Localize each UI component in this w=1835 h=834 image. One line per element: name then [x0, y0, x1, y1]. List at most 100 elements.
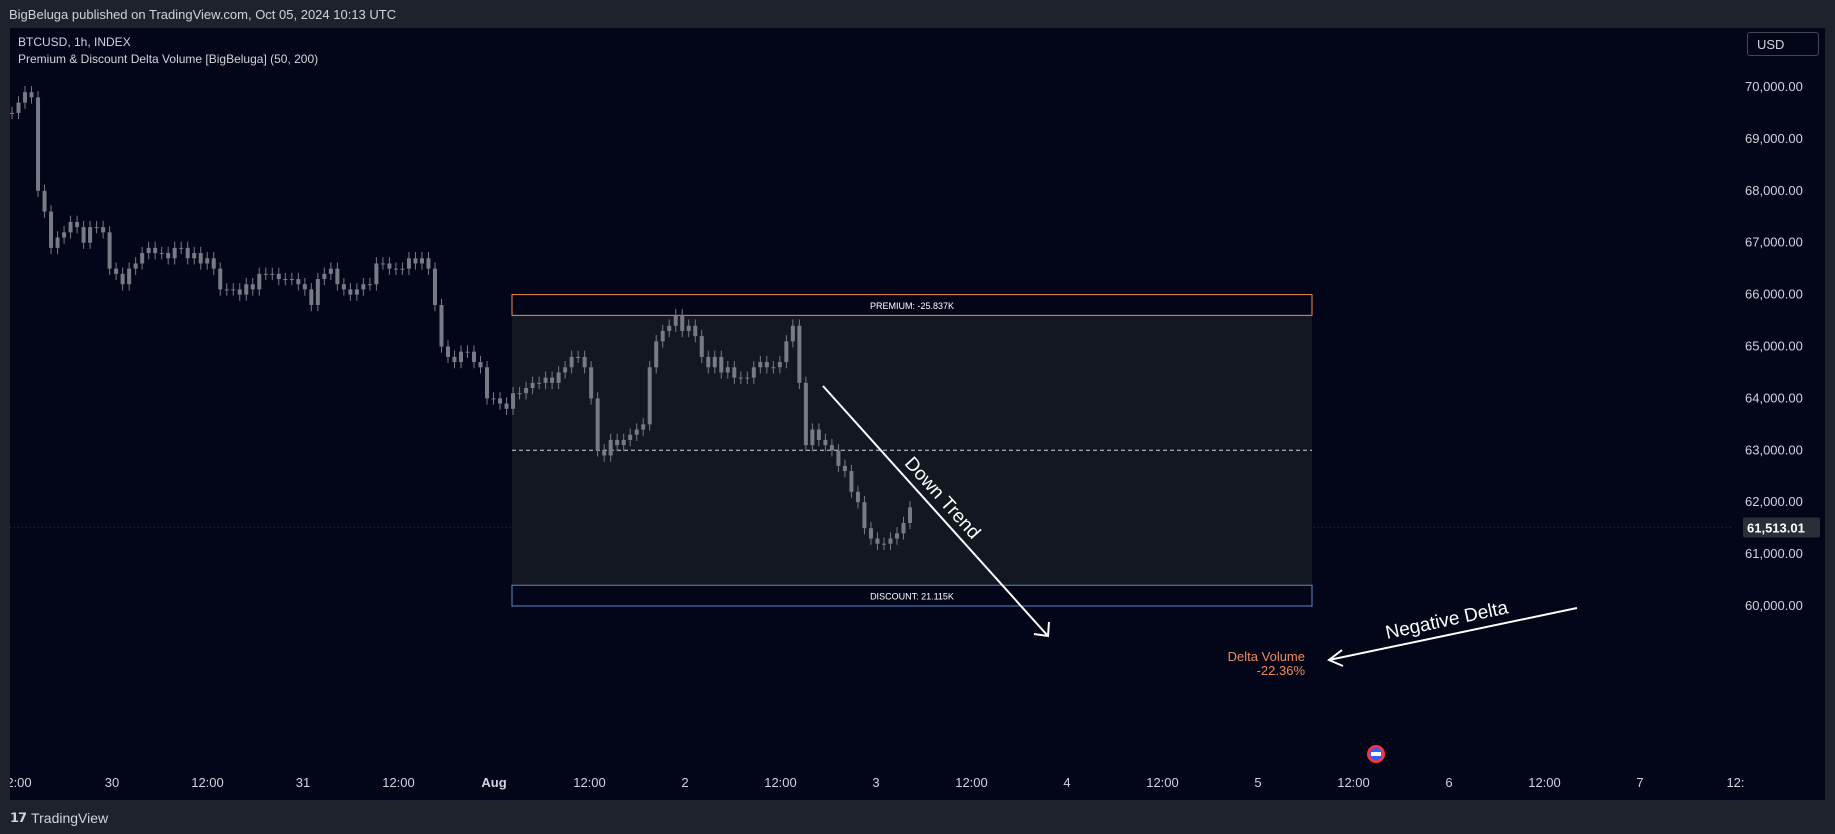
premium-label: PREMIUM: -25.837K: [870, 301, 954, 311]
tradingview-logo[interactable]: 𝟭𝟳 TradingView: [10, 810, 108, 826]
publish-header: BigBeluga published on TradingView.com, …: [0, 0, 1835, 28]
candle-body: [829, 445, 834, 451]
candle-body: [894, 533, 899, 539]
candle-body: [660, 330, 665, 342]
x-tick-label: 12:00: [955, 775, 988, 790]
y-tick-label: 62,000.00: [1745, 494, 1803, 509]
x-tick-label: Aug: [481, 775, 506, 790]
candle-body: [608, 439, 613, 456]
candle-body: [589, 367, 594, 399]
candle-body: [257, 273, 262, 290]
candle-body: [719, 356, 724, 373]
candle-body: [367, 284, 372, 286]
candle-body: [244, 284, 249, 295]
candle-body: [341, 284, 346, 290]
candle-body: [452, 356, 457, 363]
x-tick-label: 12:: [1726, 775, 1744, 790]
candle-body: [816, 429, 821, 440]
y-tick-label: 66,000.00: [1745, 287, 1803, 302]
candle-body: [686, 325, 691, 331]
candle-body: [849, 471, 854, 492]
candle-body: [615, 439, 620, 446]
indicator-label[interactable]: Premium & Discount Delta Volume [BigBelu…: [18, 52, 319, 66]
candle-body: [445, 346, 450, 357]
candle-body: [36, 97, 41, 191]
negative-delta-label: Negative Delta: [1384, 597, 1511, 644]
candle-body: [68, 221, 73, 233]
candle-body: [738, 377, 743, 379]
y-tick-label: 68,000.00: [1745, 183, 1803, 198]
candle-body: [114, 268, 119, 274]
candle-body: [322, 273, 327, 280]
candle-body: [107, 232, 112, 269]
candle-body: [81, 227, 86, 243]
candle-body: [250, 284, 255, 290]
y-tick-label: 69,000.00: [1745, 131, 1803, 146]
candle-body: [797, 325, 802, 383]
candle-body: [751, 367, 756, 378]
delta-volume-label: Delta Volume: [1228, 649, 1305, 664]
candle-body: [491, 398, 496, 400]
candle-body: [524, 388, 529, 394]
candle-body: [211, 258, 216, 269]
candle-body: [595, 398, 600, 451]
candle-body: [485, 367, 490, 399]
candle-body: [296, 279, 301, 285]
candle-body: [172, 247, 177, 259]
x-tick-label: 5: [1254, 775, 1261, 790]
chart-area[interactable]: 70,000.00 69,000.00 68,000.00 67,000.00 66,0…: [10, 28, 1825, 800]
candle-body: [699, 336, 704, 357]
candle-body: [354, 289, 359, 295]
candle-body: [842, 465, 847, 472]
discount-label: DISCOUNT: 21.115K: [870, 592, 954, 602]
candle-body: [478, 362, 483, 368]
candle-body: [315, 279, 320, 305]
y-tick-label: 61,000.00: [1745, 546, 1803, 561]
candle-body: [166, 253, 171, 259]
candle-body: [550, 377, 555, 383]
x-tick-label: 12:00: [764, 775, 797, 790]
discount-box: [511, 584, 1313, 607]
candle-body: [146, 247, 151, 254]
negative-delta-arrow: [1328, 607, 1578, 661]
candle-body: [511, 393, 516, 409]
x-tick-label: 31: [296, 775, 310, 790]
candle-body: [419, 258, 424, 264]
candle-body: [361, 284, 366, 290]
candle-body: [406, 258, 411, 269]
candle-body: [790, 325, 795, 342]
event-flag-icon-stripe: [1371, 752, 1381, 756]
candle-body: [862, 502, 867, 529]
y-tick-label: 67,000.00: [1745, 235, 1803, 250]
candle-body: [328, 268, 333, 274]
candle-body: [569, 356, 574, 368]
price-chart[interactable]: 70,000.00 69,000.00 68,000.00 67,000.00 66,0…: [10, 28, 1825, 800]
candle-body: [543, 377, 548, 383]
candle-body: [283, 279, 288, 281]
candle-body: [153, 247, 158, 254]
premium-box: [511, 294, 1313, 316]
candle-body: [302, 284, 307, 290]
candle-body: [725, 367, 730, 373]
candle-body: [263, 273, 268, 275]
candle-body: [23, 92, 28, 103]
currency-button[interactable]: USD: [1747, 32, 1819, 56]
candle-body: [270, 273, 275, 275]
candle-body: [198, 253, 203, 264]
candle-body: [803, 382, 808, 446]
candle-body: [29, 92, 34, 98]
x-tick-label: 12:00: [191, 775, 224, 790]
candle-body: [810, 429, 815, 446]
symbol-label[interactable]: BTCUSD, 1h, INDEX: [18, 35, 131, 49]
candle-body: [647, 367, 652, 425]
x-tick-label: 3: [872, 775, 879, 790]
x-tick-label: 12:00: [1337, 775, 1370, 790]
x-tick-label: 2:00: [10, 775, 32, 790]
x-tick-label: 12:00: [382, 775, 415, 790]
candle-body: [179, 247, 184, 249]
candle-body: [777, 362, 782, 368]
candle-body: [380, 263, 385, 265]
x-tick-label: 30: [105, 775, 119, 790]
candle-body: [836, 450, 841, 466]
chart-legend: BTCUSD, 1h, INDEX Premium & Discount Del…: [18, 34, 318, 68]
